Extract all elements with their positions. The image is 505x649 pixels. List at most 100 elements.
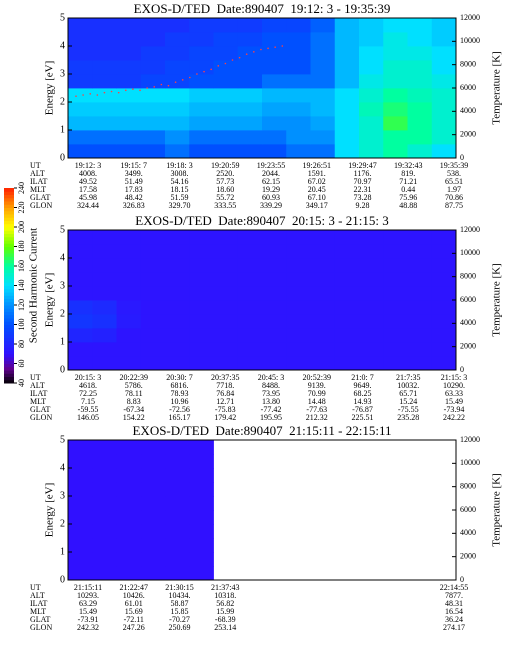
heatmap-cell [116,482,142,497]
heatmap-cell [213,116,239,131]
heatmap-cell [310,328,336,343]
heatmap-cell [286,116,311,131]
heatmap-cell [189,130,214,145]
heatmap-cell [92,230,117,245]
colorbar-swatch [4,357,14,361]
y2-tick-label: 6000 [460,505,476,514]
heatmap-cell [334,144,360,159]
table-cell: -73.94 [444,405,465,414]
table-cell: 9139. [308,381,326,390]
table-row-label: GLAT [30,615,51,624]
heatmap-cell [383,258,408,273]
colorbar-swatch [4,337,14,342]
heatmap-cell [116,46,142,61]
temperature-point [231,59,234,61]
heatmap-cell [213,356,239,371]
heatmap-cell [286,272,311,287]
heatmap-cell [359,272,384,287]
table-row-label: MLT [30,397,46,406]
colorbar-swatch [4,188,14,192]
table-cell: 15.85 [171,607,189,616]
heatmap-cell [140,566,166,581]
heatmap-cell [237,60,263,75]
heatmap-cell [431,328,457,343]
table-cell: 20:22:39 [120,373,148,382]
colorbar-swatch [4,298,14,303]
heatmap-cell [140,468,166,483]
table-cell: 6816. [171,381,189,390]
table-cell: 13.80 [262,397,280,406]
heatmap-cell [116,440,142,455]
temperature-point [253,51,255,53]
colorbar-swatch [4,262,14,267]
heatmap-cell [140,524,166,539]
panel-title: EXOS-D/TED Date:890407 19:12: 3 - 19:35:… [134,1,391,16]
table-row-label: GLON [30,623,52,632]
heatmap-cell [262,74,287,89]
colorbar-swatch [4,240,14,244]
heatmap-cell [310,230,336,245]
heatmap-cell [431,272,457,287]
temperature-point [245,53,248,55]
y2-tick-label: 4000 [460,528,476,537]
y-tick-label: 0 [60,574,65,585]
colorbar-tick-label: 140 [17,280,26,292]
heatmap-cell [140,510,166,525]
heatmap-cell [68,482,93,497]
table-cell: 9.28 [356,201,370,210]
heatmap-cell [359,88,384,103]
heatmap-cell [286,356,311,371]
y-axis-label: Energy [eV] [44,483,56,537]
heatmap-cell [165,130,190,145]
table-cell: 7877. [445,591,463,600]
heatmap-cell [262,272,287,287]
table-cell: 18.60 [216,185,234,194]
table-cell: 10290. [443,381,465,390]
table-cell: 3008. [171,169,189,178]
heatmap-cell [140,272,166,287]
heatmap-cell [237,130,263,145]
table-cell: 78.93 [171,389,189,398]
heatmap-cell [310,32,336,47]
heatmap-cell [286,102,311,117]
table-row-label: GLON [30,413,52,422]
heatmap-cell [116,538,142,553]
heatmap-cell [116,230,142,245]
heatmap-cell [310,88,336,103]
heatmap-cell [165,328,190,343]
heatmap-cell [116,552,142,567]
heatmap-cell [165,524,190,539]
y2-tick-label: 2000 [460,129,476,138]
heatmap-cell [310,300,336,315]
y2-tick-label: 0 [460,153,464,162]
colorbar-tick-label: 200 [17,221,26,233]
heatmap-cell [383,88,408,103]
heatmap-cell [407,300,433,315]
colorbar-swatch [4,220,14,225]
table-cell: 1.97 [447,185,461,194]
heatmap-cell [334,230,360,245]
table-cell: 16.54 [445,607,463,616]
heatmap-cell [213,314,239,329]
heatmap-cell [213,130,239,145]
heatmap-cell [334,286,360,301]
heatmap-cell [189,286,214,301]
table-cell: 819. [401,169,415,178]
heatmap-cell [92,510,117,525]
heatmap-cell [189,482,214,497]
heatmap-cell [286,300,311,315]
table-cell: 19:32:43 [394,161,422,170]
heatmap-cell [165,18,190,33]
y-tick-label: 0 [60,152,65,163]
heatmap-cell [92,482,117,497]
table-cell: 19:26:51 [303,161,331,170]
heatmap-cell [431,130,457,145]
heatmap-cell [237,102,263,117]
colorbar-swatch [4,275,14,280]
heatmap-cell [359,46,384,61]
heatmap-cell [359,144,384,159]
heatmap-cell [189,538,214,553]
table-cell: 51.49 [125,177,143,186]
table-cell: -75.83 [215,405,236,414]
heatmap-cell [92,468,117,483]
